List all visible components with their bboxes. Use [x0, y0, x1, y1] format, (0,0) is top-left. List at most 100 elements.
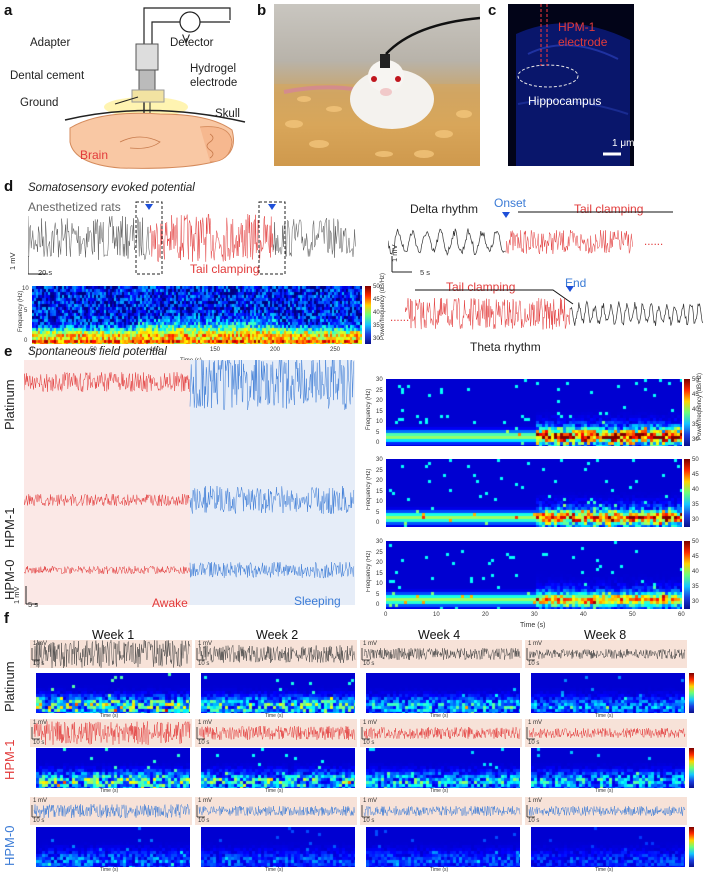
f-trace [528, 648, 686, 660]
f-spec-xlabel: Time (s) [100, 867, 119, 873]
f-spectrogram [201, 748, 355, 788]
e-trace-sleeping [189, 360, 355, 411]
e-trace-sleeping [189, 485, 355, 514]
f-trace-panel [525, 640, 687, 668]
d-xtick: 100 [150, 347, 161, 353]
e-xtick: 60 [678, 612, 685, 618]
e-xtick: 30 [531, 612, 538, 618]
e-spectrogram-platinum [386, 379, 682, 446]
f-scale-t-label: 10 s [33, 818, 45, 824]
end-bracket [415, 289, 574, 305]
awake-region [24, 360, 190, 605]
onset-box [135, 201, 163, 275]
f-colorbar [689, 748, 694, 788]
e-xtick: 0 [384, 612, 388, 618]
e-cbar-tick: 50 [692, 457, 699, 463]
f-spectrogram [366, 673, 520, 713]
d-evoked-trace [28, 196, 358, 276]
awake-label: Awake [152, 596, 188, 610]
f-scale-t-label: 10 s [363, 740, 375, 746]
f-trace-panel [30, 797, 192, 825]
f-spectrogram [531, 748, 685, 788]
onset-marker-right [502, 212, 510, 218]
f-colorbar [689, 673, 694, 713]
f-spec-xlabel: Time (s) [100, 713, 119, 719]
e-ytick: 30 [376, 457, 383, 463]
f-scale-v-label: 1 mV [363, 641, 378, 647]
dental-cement-label: Dental cement [10, 70, 85, 82]
e-ytick: 30 [376, 539, 383, 545]
f-scale-v-label: 1 mV [33, 798, 48, 804]
f-scale-v-label: 1 mV [528, 798, 543, 804]
f-spectrogram [36, 673, 190, 713]
d-scale-t2: 5 s [420, 268, 431, 277]
f-trace-panel [195, 719, 357, 747]
trace-tail-clamping [149, 213, 274, 263]
onset-marker [145, 204, 153, 210]
delta-rhythm-label: Delta rhythm [410, 202, 479, 216]
e-cbar-tick: 40 [692, 569, 699, 575]
e-ytick: 5 [376, 509, 380, 516]
hydrogel-label: Hydrogel [190, 63, 237, 75]
e-ytick: 25 [376, 549, 383, 556]
e-ytick: 15 [376, 408, 383, 415]
d-ytick: 0 [24, 338, 28, 344]
f-trace-panel [30, 719, 192, 747]
week-2-header: Week 2 [256, 628, 299, 642]
d-cbar-tick: 50 [373, 284, 380, 290]
e-spectrogram-hpm1 [386, 459, 682, 527]
f-trace-panel [360, 797, 522, 825]
e-cbar-tick: 35 [692, 422, 699, 428]
e-colorbar-2 [684, 459, 690, 527]
d-title: Somatosensory evoked potential [28, 182, 195, 194]
d-delta-trace [388, 210, 688, 280]
f-spectrogram [201, 827, 355, 867]
end-marker-right [566, 286, 574, 292]
f-scale-t-label: 10 s [33, 661, 45, 667]
e-ytick: 0 [376, 520, 380, 526]
f-spectrogram [366, 827, 520, 867]
week-4-header: Week 4 [418, 628, 461, 642]
e-colorbar-3 [684, 541, 690, 609]
e-cbar-tick: 35 [692, 502, 699, 508]
f-scale-v-label: 1 mV [198, 641, 213, 647]
f-trace [33, 640, 191, 668]
hpm1-electrode-label-2: electrode [558, 35, 608, 49]
f-spec-xlabel: Time (s) [595, 788, 614, 794]
f-trace [33, 721, 191, 746]
e-ytick: 20 [376, 398, 383, 404]
end-marker [268, 204, 276, 210]
f-scale-t-label: 10 s [528, 740, 540, 746]
e-spec-xlabel: Time (s) [520, 622, 546, 629]
e-trace-awake [24, 493, 190, 507]
f-trace-panel [30, 640, 192, 668]
panel-c-label: c [488, 2, 497, 19]
brain-section-image [508, 4, 634, 166]
d-xtick: 250 [330, 347, 341, 353]
e-scale-t: 5 s [28, 600, 39, 609]
f-trace-panel [195, 797, 357, 825]
e-ytick: 15 [376, 570, 383, 577]
e-ytick: 25 [376, 387, 383, 394]
e-ytick: 15 [376, 488, 383, 495]
f-trace [198, 805, 356, 817]
f-spec-xlabel: Time (s) [430, 788, 449, 794]
f-scale-t-label: 10 s [528, 661, 540, 667]
sleeping-label: Sleeping [294, 594, 341, 608]
e-xtick: 40 [580, 612, 587, 618]
trace-delta [388, 228, 506, 256]
e-trace-sleeping [189, 561, 355, 579]
f-scale-v-label: 1 mV [33, 641, 48, 647]
e-colorbar-1 [684, 379, 690, 446]
scale-bar-label: 1 μm [612, 138, 635, 149]
e-cbar-tick: 45 [692, 472, 699, 478]
f-spec-xlabel: Time (s) [265, 867, 284, 873]
week-1-header: Week 1 [92, 628, 135, 642]
onset-label: Onset [494, 196, 527, 210]
e-cbar-tick: 50 [692, 539, 699, 545]
e-cbar-tick: 30 [692, 599, 699, 605]
e-trace-awake [24, 371, 190, 393]
adapter-label: Adapter [30, 37, 71, 49]
f-spec-xlabel: Time (s) [595, 713, 614, 719]
end-box [258, 201, 286, 275]
